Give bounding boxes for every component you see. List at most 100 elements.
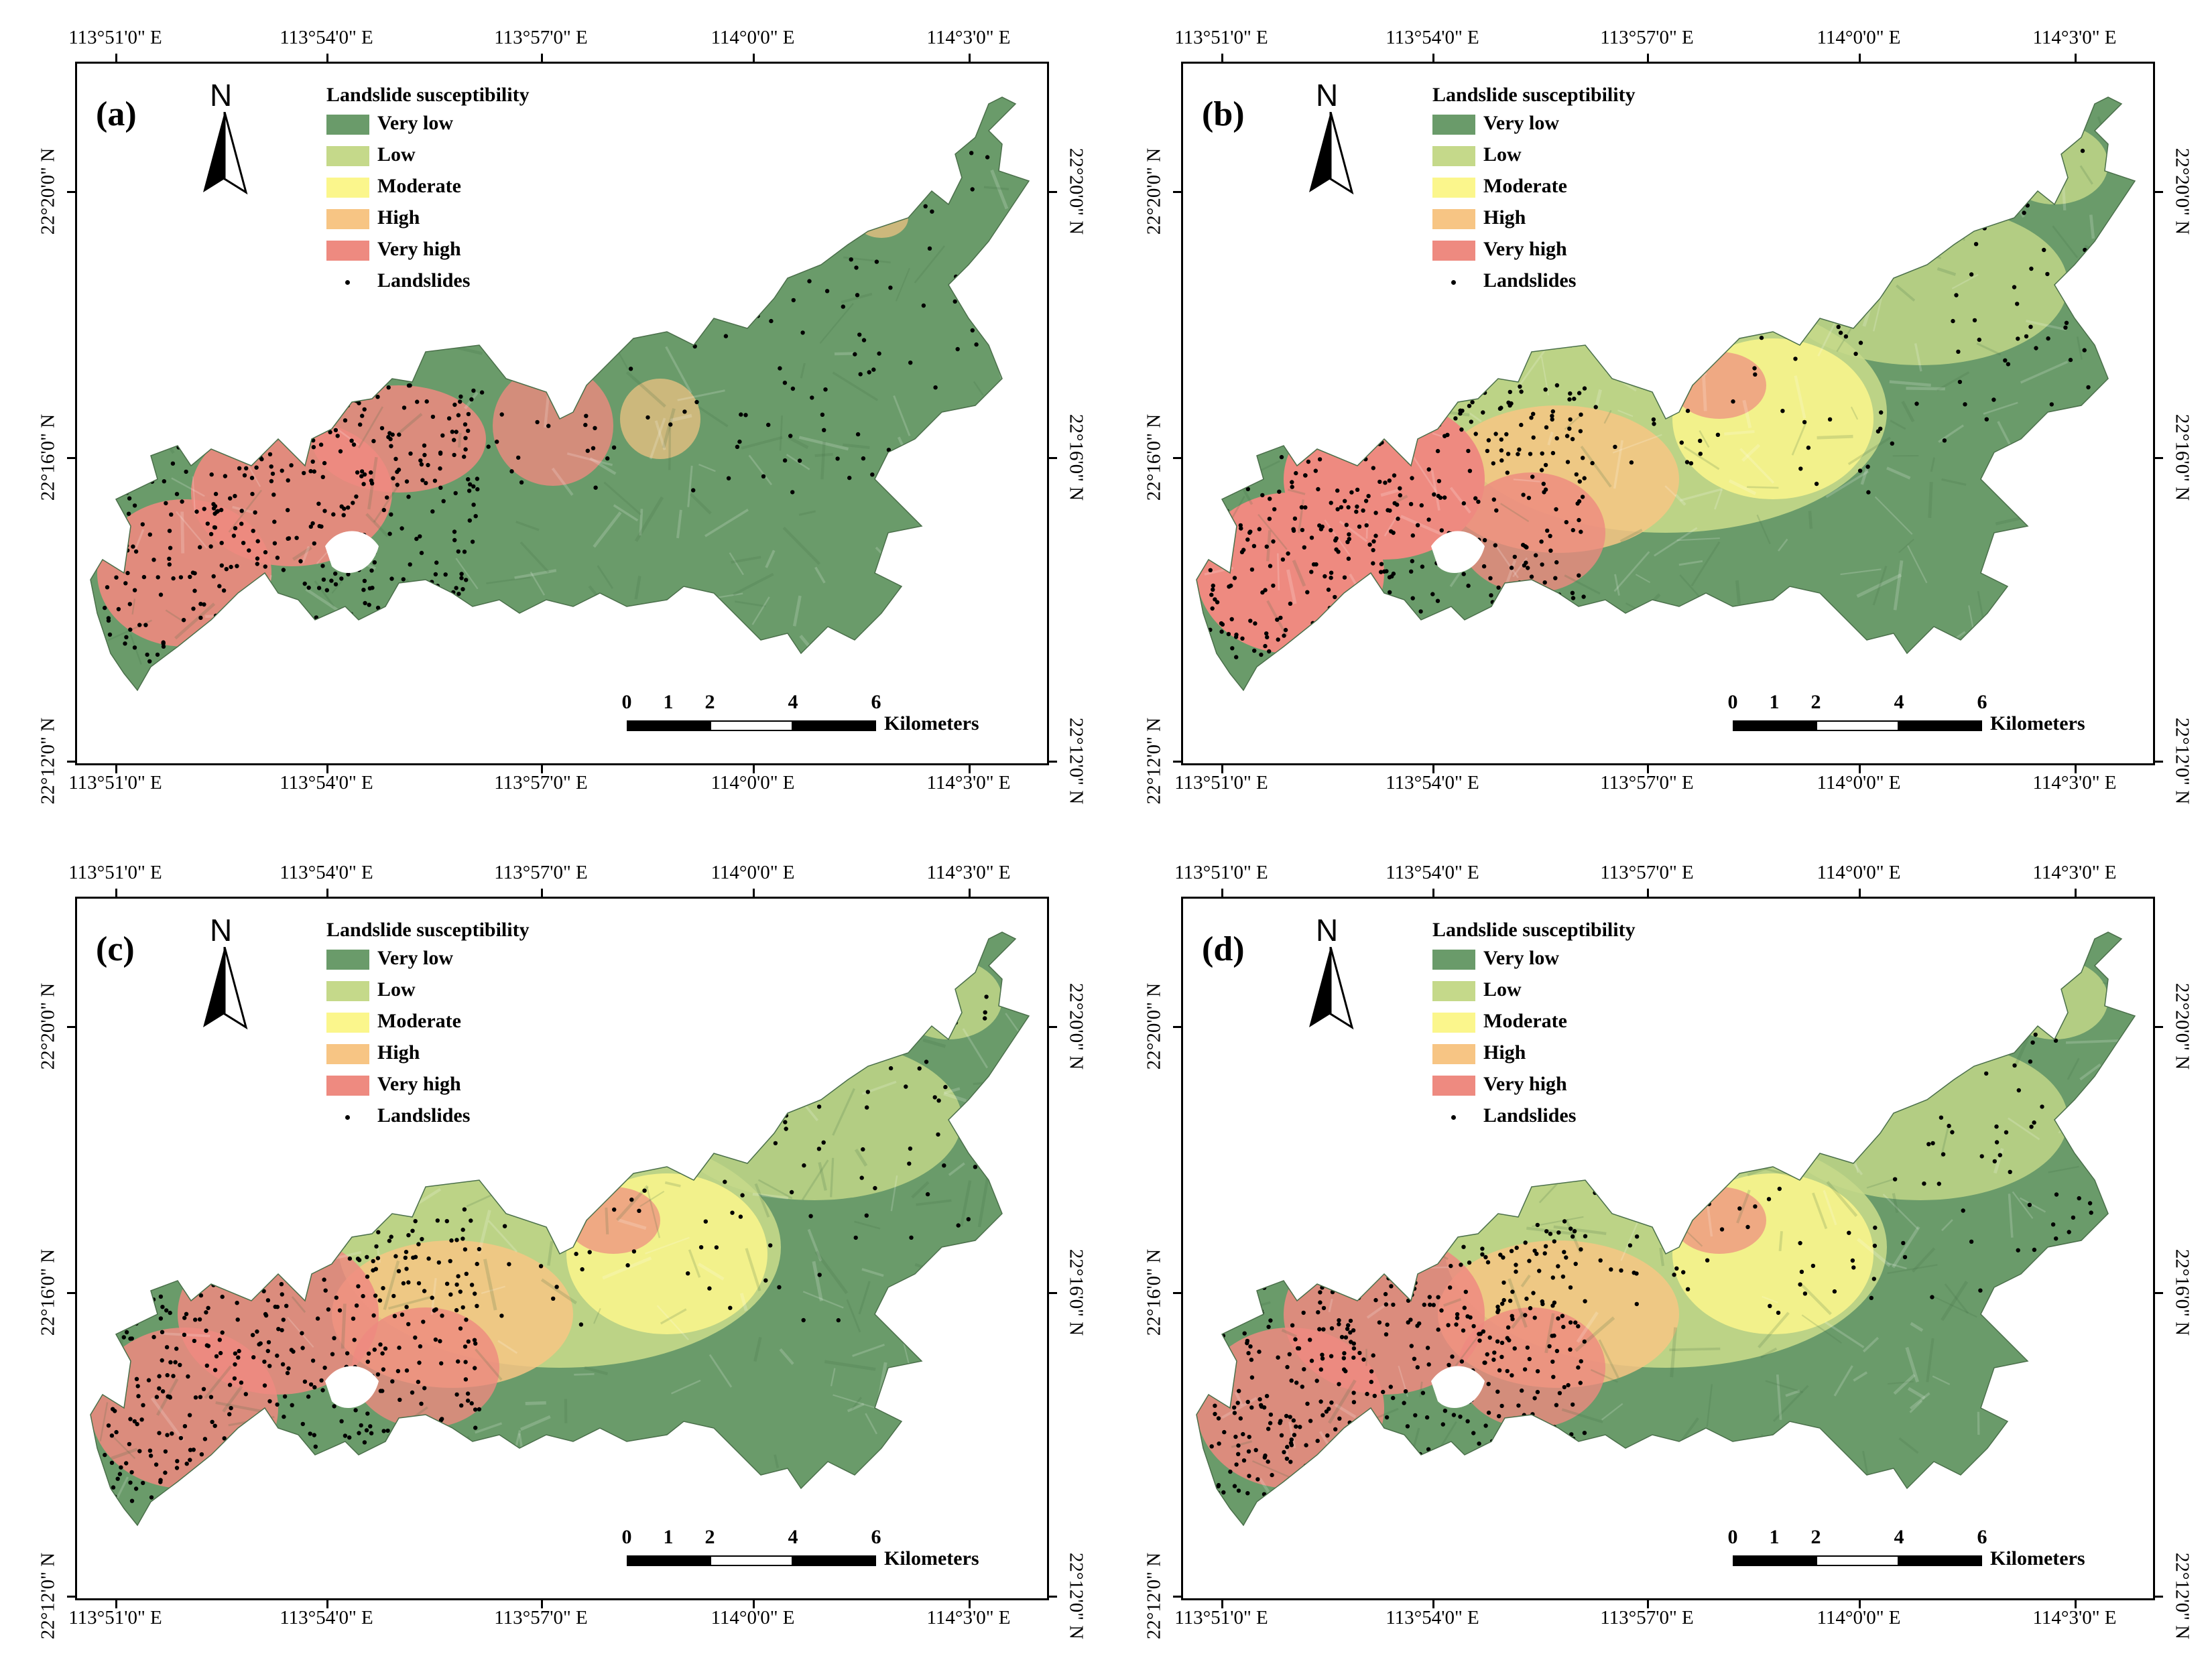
landslide-point <box>1264 631 1269 636</box>
landslide-point <box>322 1250 327 1255</box>
landslide-point <box>1582 1339 1587 1344</box>
landslide-point <box>1526 495 1532 501</box>
landslide-point <box>1410 441 1414 446</box>
landslide-point <box>314 1265 318 1269</box>
landslide-point <box>1579 1247 1583 1252</box>
landslide-point <box>276 1327 281 1332</box>
landslide-point <box>1249 1375 1255 1380</box>
relief-shading <box>485 657 497 683</box>
legend-label: Landslides <box>377 1104 471 1127</box>
relief-shading <box>1776 1374 1782 1420</box>
landslide-point <box>114 1309 119 1314</box>
relief-shading <box>1887 1380 1914 1385</box>
landslide-point <box>1459 427 1464 432</box>
relief-shading <box>1882 1517 1895 1525</box>
relief-shading <box>1581 633 1625 639</box>
relief-shading <box>1277 553 1280 590</box>
landslide-point <box>502 174 507 178</box>
landslide-point <box>1362 428 1367 433</box>
landslide-point <box>1354 509 1359 514</box>
landslide-point <box>1427 1295 1432 1299</box>
landslide-point <box>432 1423 437 1428</box>
landslide-point <box>219 507 224 513</box>
landslide-point <box>189 1486 194 1491</box>
landslide-point <box>219 541 224 545</box>
landslide-point <box>332 647 337 652</box>
relief-shading <box>540 1278 577 1305</box>
relief-shading <box>643 107 668 129</box>
relief-shading <box>1298 499 1304 533</box>
relief-shading <box>741 436 783 450</box>
landslide-point <box>419 550 424 556</box>
relief-shading <box>174 602 216 640</box>
landslide-point <box>127 420 131 424</box>
landslide-point <box>458 1326 463 1331</box>
relief-shading <box>1616 348 1643 351</box>
relief-shading <box>2109 1289 2122 1334</box>
landslide-point <box>1799 1269 1804 1274</box>
landslide-point <box>1277 489 1282 494</box>
landslide-point <box>1371 1353 1375 1358</box>
landslide-point <box>270 471 275 476</box>
landslide-point <box>2086 385 2091 390</box>
landslide-point <box>1337 640 1342 645</box>
landslide-point <box>438 1445 443 1450</box>
relief-shading <box>1288 489 1306 495</box>
landslide-point <box>1527 1356 1532 1362</box>
landslide-point <box>460 1305 465 1310</box>
relief-shading <box>1725 974 1772 980</box>
landslide-point <box>1320 1352 1325 1357</box>
landslide-point <box>1674 1266 1679 1271</box>
landslide-point <box>369 1431 374 1435</box>
landslide-point <box>2054 1192 2059 1197</box>
landslide-point <box>2083 1117 2088 1122</box>
landslide-point <box>1248 619 1253 623</box>
relief-shading <box>1613 551 1650 592</box>
landslide-point <box>286 508 290 513</box>
landslide-point <box>808 1214 813 1218</box>
landslide-point <box>1491 497 1496 502</box>
relief-shading <box>1446 1482 1450 1498</box>
landslide-point <box>593 344 597 348</box>
landslide-point <box>1651 417 1656 422</box>
landslide-point <box>1520 1388 1524 1393</box>
landslide-point <box>346 505 351 510</box>
landslide-point <box>242 473 247 478</box>
landslide-point <box>452 529 457 534</box>
landslide-point <box>1372 660 1377 665</box>
relief-shading <box>420 1138 444 1167</box>
relief-shading <box>1532 1216 1584 1228</box>
landslide-point <box>1345 392 1350 397</box>
landslide-point <box>115 1476 120 1481</box>
landslide-point <box>1245 487 1250 491</box>
relief-shading <box>135 1086 151 1102</box>
landslide-point <box>329 578 334 583</box>
relief-shading <box>1595 389 1603 407</box>
landslide-point <box>1469 420 1473 424</box>
landslide-point <box>240 386 245 391</box>
landslide-point <box>1343 499 1347 503</box>
landslide-point <box>109 480 113 486</box>
landslide-point <box>956 1223 961 1228</box>
panel-label: (a) <box>96 95 137 133</box>
landslide-point <box>430 604 436 609</box>
longitude-tick-mark <box>1647 54 1649 63</box>
latitude-tick-mark <box>1048 1292 1057 1294</box>
landslide-point <box>865 1090 871 1094</box>
relief-shading <box>639 509 643 536</box>
latitude-tick-mark <box>67 1026 76 1028</box>
landslide-point <box>1271 438 1276 443</box>
landslide-point <box>320 564 325 568</box>
landslide-point <box>225 1263 229 1267</box>
landslide-point <box>1512 1346 1517 1351</box>
landslide-point <box>1731 399 1735 404</box>
landslide-point <box>1767 251 1772 255</box>
landslide-point <box>1958 1046 1963 1051</box>
relief-shading <box>1918 239 1943 244</box>
relief-shading <box>1656 359 1707 376</box>
landslide-point <box>147 403 152 408</box>
landslide-point <box>1337 1416 1342 1421</box>
landslide-point <box>1439 1308 1444 1313</box>
relief-shading <box>1797 1078 1827 1098</box>
relief-shading <box>791 136 814 182</box>
